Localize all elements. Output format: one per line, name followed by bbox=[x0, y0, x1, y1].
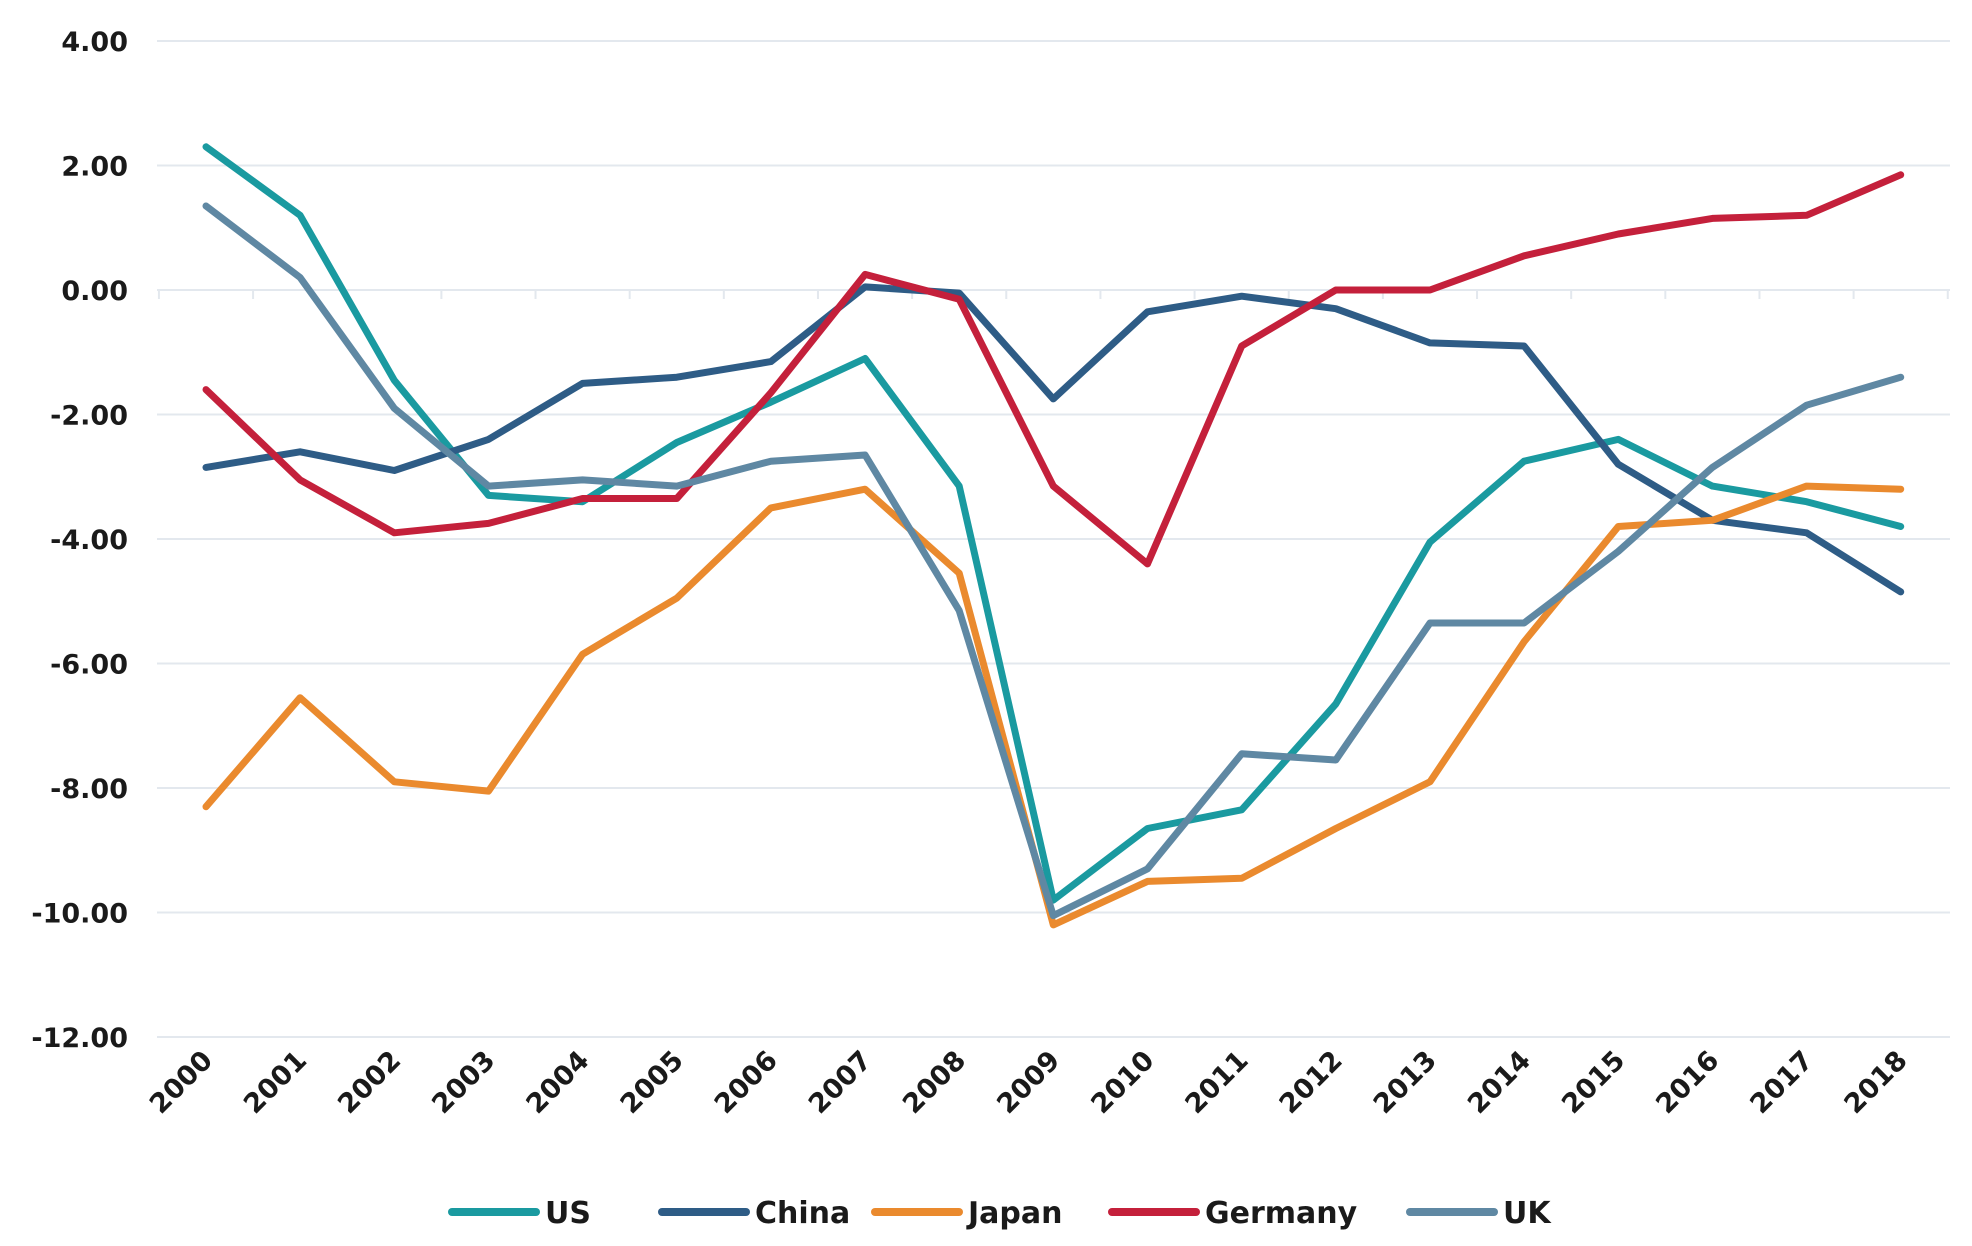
x-tick-label: 2004 bbox=[520, 1045, 595, 1120]
series-line-japan bbox=[202, 482, 1905, 929]
x-tick-label: 2015 bbox=[1556, 1045, 1631, 1120]
x-axis-tick-labels: 2000 2001 2002 2003 2004 2005 2006 2007 2008 2009… bbox=[144, 1045, 1914, 1120]
legend-label: China bbox=[755, 1196, 850, 1231]
x-tick-label: 2014 bbox=[1462, 1045, 1537, 1120]
y-axis-tick-labels: 4.00 2.00 0.00 -2.00 -4.00 -6.00 -8.00 -10.00 -1… bbox=[31, 27, 128, 1054]
x-tick-label: 2002 bbox=[332, 1045, 407, 1120]
x-tick-label: 2008 bbox=[897, 1045, 972, 1120]
series-line-germany bbox=[202, 171, 1905, 568]
legend-item-uk: UK bbox=[1406, 1196, 1552, 1231]
legend-label: US bbox=[545, 1196, 591, 1231]
x-tick-label: 2003 bbox=[426, 1045, 501, 1120]
legend-label: UK bbox=[1503, 1196, 1552, 1231]
x-tick-label: 2006 bbox=[709, 1045, 784, 1120]
legend: US China Japan Germany UK bbox=[448, 1196, 1552, 1231]
x-tick-label: 2001 bbox=[238, 1045, 313, 1120]
y-tick-label: 2.00 bbox=[61, 152, 128, 183]
x-tick-label: 2000 bbox=[144, 1045, 219, 1120]
y-tick-label: -6.00 bbox=[50, 650, 128, 681]
x-tick-label: 2012 bbox=[1274, 1045, 1349, 1120]
legend-item-us: US bbox=[448, 1196, 591, 1231]
x-tick-label: 2016 bbox=[1650, 1045, 1725, 1120]
y-tick-label: 0.00 bbox=[61, 276, 128, 307]
legend-label: Germany bbox=[1205, 1196, 1358, 1231]
series-lines bbox=[202, 143, 1905, 929]
legend-label: Japan bbox=[966, 1196, 1062, 1231]
x-tick-label: 2009 bbox=[991, 1045, 1066, 1120]
x-tick-label: 2017 bbox=[1744, 1045, 1819, 1120]
y-tick-label: -4.00 bbox=[50, 525, 128, 556]
y-tick-label: -2.00 bbox=[50, 401, 128, 432]
y-tick-label: 4.00 bbox=[61, 27, 128, 58]
x-tick-label: 2007 bbox=[803, 1045, 878, 1120]
y-tick-label: -8.00 bbox=[50, 774, 128, 805]
x-axis-tick-marks bbox=[157, 290, 1949, 299]
x-tick-label: 2005 bbox=[615, 1045, 690, 1120]
series-line-us bbox=[202, 143, 1905, 904]
x-tick-label: 2011 bbox=[1180, 1045, 1255, 1120]
series-line-china bbox=[202, 283, 1905, 596]
x-tick-label: 2013 bbox=[1368, 1045, 1443, 1120]
x-tick-label: 2018 bbox=[1839, 1045, 1914, 1120]
legend-item-japan: Japan bbox=[871, 1196, 1062, 1231]
series-line-uk bbox=[202, 202, 1905, 920]
y-tick-label: -10.00 bbox=[31, 899, 128, 930]
legend-item-germany: Germany bbox=[1108, 1196, 1358, 1231]
y-tick-label: -12.00 bbox=[31, 1023, 128, 1054]
legend-item-china: China bbox=[658, 1196, 850, 1231]
x-tick-label: 2010 bbox=[1085, 1045, 1160, 1120]
